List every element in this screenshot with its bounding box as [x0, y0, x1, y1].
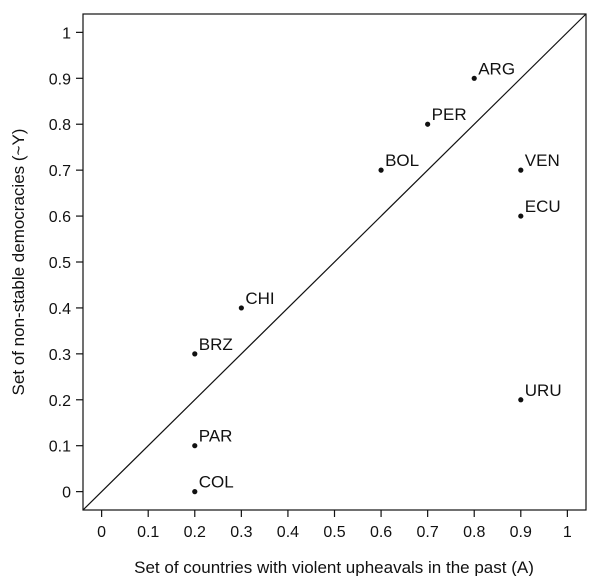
- data-point-arg: [471, 75, 477, 81]
- data-label-per: PER: [432, 105, 467, 124]
- data-point-chi: [238, 305, 244, 311]
- y-tick-label: 0: [62, 485, 71, 502]
- y-tick-label: 0.5: [49, 255, 71, 272]
- data-point-ven: [518, 167, 524, 173]
- x-tick-label: 0.6: [370, 524, 392, 541]
- data-label-ecu: ECU: [525, 197, 561, 216]
- x-tick-label: 0.4: [277, 524, 299, 541]
- x-tick-label: 0.5: [323, 524, 345, 541]
- data-label-uru: URU: [525, 381, 562, 400]
- x-tick-label: 0.1: [137, 524, 159, 541]
- y-axis-label: Set of non-stable democracies (~Y): [9, 129, 28, 396]
- x-tick-label: 0.2: [184, 524, 206, 541]
- diagonal-reference-line: [82, 13, 587, 511]
- y-tick-label: 0.9: [49, 71, 71, 88]
- data-label-ven: VEN: [525, 151, 560, 170]
- data-label-col: COL: [199, 473, 234, 492]
- y-tick-label: 0.4: [49, 301, 71, 318]
- y-tick-label: 0.8: [49, 117, 71, 134]
- data-point-per: [425, 121, 431, 127]
- data-label-arg: ARG: [478, 59, 515, 78]
- y-tick-label: 0.6: [49, 209, 71, 226]
- x-tick-label: 0.3: [230, 524, 252, 541]
- y-tick-label: 0.1: [49, 439, 71, 456]
- data-label-brz: BRZ: [199, 335, 233, 354]
- data-point-bol: [378, 167, 384, 173]
- data-point-col: [192, 489, 198, 495]
- y-tick-label: 0.3: [49, 347, 71, 364]
- x-tick-label: 0.8: [463, 524, 485, 541]
- y-tick-label: 0.7: [49, 163, 71, 180]
- y-tick-label: 1: [62, 25, 71, 42]
- x-tick-label: 0.7: [417, 524, 439, 541]
- x-axis-label: Set of countries with violent upheavals …: [134, 558, 534, 576]
- data-point-uru: [518, 397, 524, 403]
- data-label-bol: BOL: [385, 151, 419, 170]
- data-point-ecu: [518, 213, 524, 219]
- data-label-par: PAR: [199, 427, 233, 446]
- data-label-chi: CHI: [245, 289, 274, 308]
- x-tick-label: 0.9: [510, 524, 532, 541]
- data-point-brz: [192, 351, 198, 357]
- x-tick-label: 0: [97, 524, 106, 541]
- x-tick-label: 1: [563, 524, 572, 541]
- data-point-par: [192, 443, 198, 449]
- y-tick-label: 0.2: [49, 393, 71, 410]
